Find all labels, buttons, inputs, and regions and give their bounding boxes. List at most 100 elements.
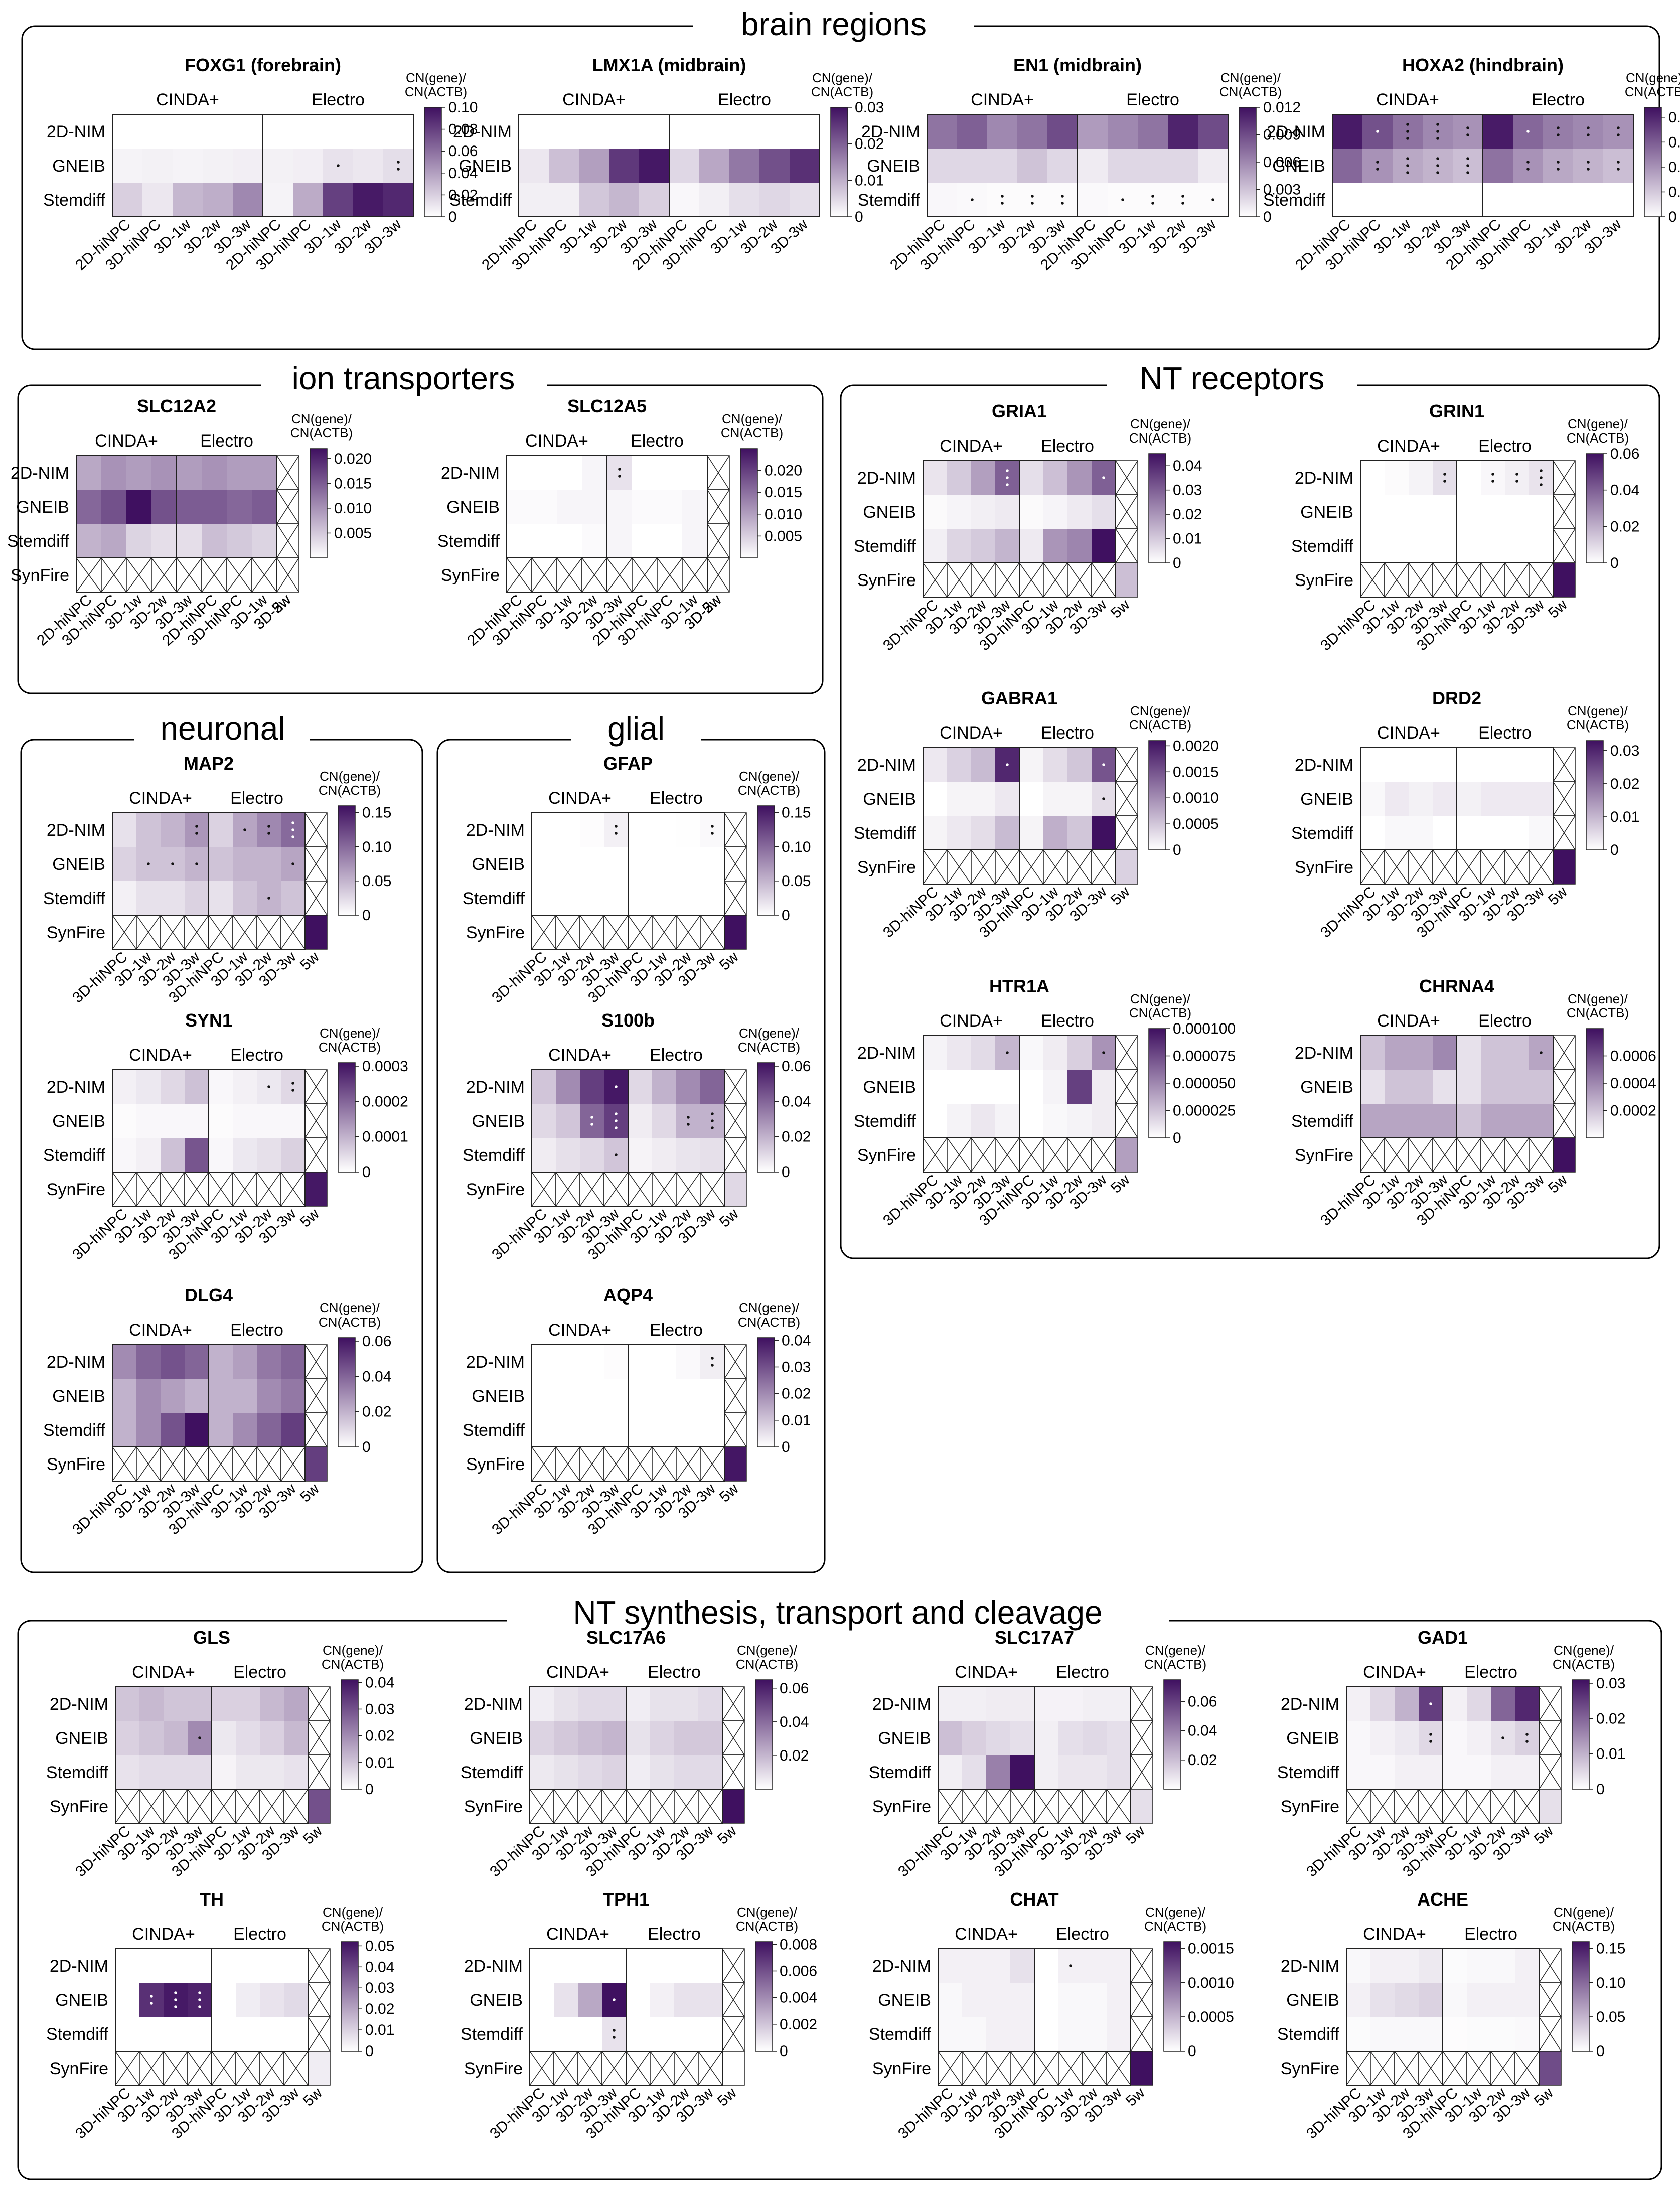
heatmap-cell [1529, 748, 1553, 782]
heatmap-cell [532, 1413, 556, 1447]
colorbar-label: CN(gene)/ [1220, 70, 1281, 85]
colorbar-tick-label: 0.02 [1610, 776, 1639, 792]
significance-star [195, 832, 198, 835]
cell-na-hatch [1115, 781, 1138, 816]
significance-star [1429, 1702, 1432, 1705]
significance-star [1587, 161, 1590, 164]
significance-star [1617, 126, 1620, 129]
heatmap-cell [185, 813, 209, 847]
heatmap-cell [115, 1949, 139, 1983]
heatmap-cell [580, 1413, 604, 1447]
cell-na-hatch [579, 1172, 604, 1207]
heatmap-cell [700, 1379, 724, 1413]
significance-star [1466, 164, 1469, 167]
heatmap-cell [209, 1345, 233, 1379]
colorbar [755, 1679, 773, 1790]
heatmap-cell [507, 490, 532, 524]
heatmap-cell [112, 1345, 136, 1379]
heatmap-cell [1092, 1104, 1116, 1138]
heatmap-cell [582, 490, 607, 524]
significance-star [1617, 133, 1620, 136]
heatmap-cell [1370, 1949, 1395, 1983]
heatmap-cell [1362, 183, 1393, 217]
significance-star [1557, 133, 1560, 136]
cell-na-hatch [1418, 2051, 1443, 2086]
heatmap-cell [115, 2017, 139, 2051]
row-label: 2D-NIM [857, 1044, 916, 1063]
group-label-electro: Electro [1056, 1925, 1109, 1944]
cell-na-hatch [1456, 849, 1481, 885]
cell-na-hatch [682, 557, 708, 593]
significance-star [1406, 137, 1409, 140]
colorbar-tick-label: 0.009 [1263, 127, 1301, 143]
heatmap-title: DRD2 [1432, 688, 1481, 708]
section-title-gap [261, 362, 547, 392]
heatmap-cell [1138, 114, 1168, 149]
cell-na-hatch [947, 1137, 972, 1173]
cell-na-hatch [1394, 2051, 1419, 2086]
colorbar-tick-label: 0.02 [1188, 1752, 1217, 1769]
cell-na-hatch [947, 562, 972, 598]
column-label: 5w [716, 948, 742, 973]
significance-star [613, 1998, 616, 2001]
heatmap-cell [530, 1949, 554, 1983]
heatmap-cell [257, 1104, 281, 1138]
heatmap-slc17a6: SLC17A6 CINDA+ Electro 2D-NIM GNEIB Stemdiff S… [461, 1627, 809, 1880]
cell-na-hatch [724, 846, 747, 882]
cell-na-hatch [1130, 1754, 1153, 1790]
significance-star [1526, 161, 1530, 164]
cell-na-hatch [160, 915, 185, 950]
group-label-cinda: CINDA+ [548, 789, 612, 808]
colorbar-label: CN(ACTB) [1144, 1657, 1206, 1672]
heatmap-cell [1346, 1721, 1370, 1755]
heatmap-cell [151, 524, 177, 558]
heatmap-cell [177, 524, 202, 558]
group-label-electro: Electro [650, 1046, 703, 1065]
row-label: GNEIB [863, 790, 916, 809]
cell-na-hatch [1019, 849, 1044, 885]
significance-star [590, 1123, 593, 1126]
heatmap-cell [112, 1379, 136, 1413]
cell-na-hatch [652, 915, 677, 950]
heatmap-cell [293, 149, 323, 183]
significance-star [711, 1112, 714, 1115]
heatmap-cell [101, 524, 126, 558]
cell-na-hatch [971, 849, 996, 885]
heatmap-cell [1043, 529, 1067, 563]
heatmap-cell [669, 149, 699, 183]
significance-star [1466, 157, 1469, 160]
heatmap-cell [263, 183, 293, 217]
colorbar-label: CN(ACTB) [738, 1314, 800, 1330]
significance-star [198, 1998, 201, 2001]
colorbar-tick-label: 0.002 [780, 2016, 817, 2033]
row-label: GNEIB [52, 855, 105, 874]
cell-na-hatch [1106, 1789, 1131, 1824]
row-label: SynFire [441, 566, 500, 585]
cell-na-hatch [256, 915, 281, 950]
heatmap-cell [700, 847, 724, 881]
heatmap-cell [1457, 748, 1481, 782]
heatmap-cell [1360, 816, 1385, 850]
cell-na-hatch [1408, 849, 1433, 885]
heatmap-cell [986, 1983, 1010, 2017]
heatmap-cell [609, 149, 639, 183]
heatmap-cell [1010, 1949, 1034, 1983]
heatmap-cell [1198, 114, 1228, 149]
colorbar-tick-label: 0.05 [782, 873, 811, 890]
heatmap-cell [549, 183, 579, 217]
cell-na-hatch [304, 1103, 328, 1138]
heatmap-cell [1491, 1949, 1515, 1983]
significance-star [267, 832, 270, 835]
heatmap-title: GRIN1 [1429, 401, 1484, 421]
cell-na-hatch [1553, 1103, 1576, 1138]
cell-na-hatch [1067, 562, 1092, 598]
colorbar-tick-label: 0 [1596, 2043, 1605, 2060]
colorbar-tick-label: 0.012 [1263, 99, 1301, 116]
heatmap-cell [1360, 748, 1385, 782]
heatmap-cell [1481, 529, 1505, 563]
column-label: 5w [1108, 596, 1133, 621]
heatmap-cell [1078, 183, 1108, 217]
heatmap-cell [1107, 1949, 1131, 1983]
heatmap-cell [1370, 1755, 1395, 1789]
significance-star [1376, 130, 1379, 133]
